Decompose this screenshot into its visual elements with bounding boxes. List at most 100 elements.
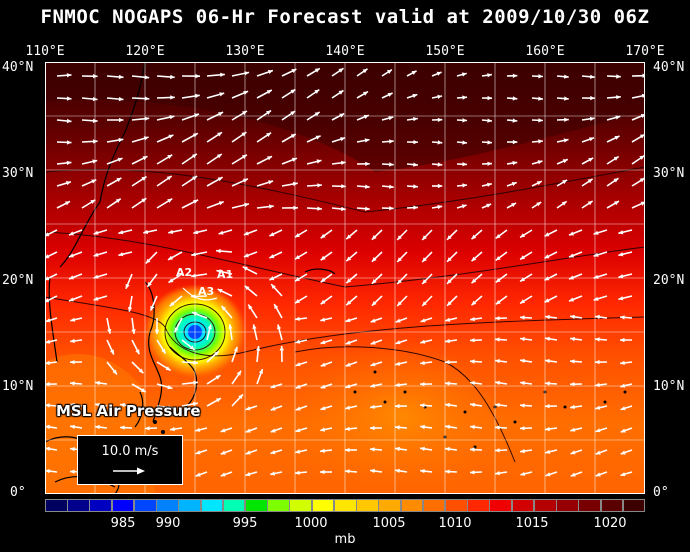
wind-arrow-head — [370, 318, 376, 323]
wind-arrow-head — [314, 112, 320, 117]
colorbar-cell — [156, 499, 179, 512]
wind-arrow-head — [290, 89, 296, 94]
wind-arrow-head — [437, 204, 443, 210]
colorbar-cell — [267, 499, 290, 512]
wind-arrow-head — [270, 406, 276, 411]
wind-arrow-head — [274, 304, 279, 309]
wind-arrow-head — [118, 74, 124, 80]
wind-arrow-head — [618, 252, 624, 257]
storm-label-a1: A1 — [217, 268, 234, 281]
wind-arrow-head — [267, 69, 273, 74]
wind-arrow-head — [140, 387, 146, 393]
wind-arrow-head — [92, 118, 98, 123]
wind-arrow-head — [495, 402, 500, 408]
wind-arrow-head — [245, 472, 251, 477]
wind-arrow-head — [143, 136, 149, 141]
wind-arrow-head — [258, 369, 263, 374]
wind-arrow-head — [495, 471, 500, 476]
wind-arrow-head — [243, 178, 248, 183]
wind-arrow-head — [216, 248, 221, 254]
latitude-label-right: 10°N — [653, 379, 685, 394]
wind-arrow-head — [364, 138, 370, 143]
wind-arrow-head — [564, 96, 569, 101]
wind-arrow-head — [538, 139, 543, 144]
wind-arrow-head — [120, 402, 125, 408]
wind-arrow-head — [495, 278, 501, 283]
wind-arrow-head — [544, 232, 550, 237]
wind-arrow-head — [471, 256, 477, 262]
wind-arrow-head — [420, 339, 426, 344]
wind-arrow-head — [362, 68, 368, 74]
wind-arrow-head — [445, 381, 450, 386]
wind-arrow-head — [144, 116, 150, 121]
colorbar-cell — [67, 499, 90, 512]
wind-arrow-head — [593, 274, 599, 279]
wind-arrow-head — [471, 234, 477, 240]
wind-arrow-head — [495, 425, 500, 430]
wind-arrow-head — [570, 314, 575, 319]
colorbar-cell — [111, 499, 135, 512]
wind-arrow-head — [640, 114, 645, 118]
wind-arrow-head — [70, 360, 75, 365]
wind-arrow-head — [195, 74, 200, 79]
wind-arrow-head — [217, 177, 223, 182]
wind-arrow-head — [346, 300, 352, 306]
wind-arrow-head — [45, 254, 50, 259]
latitude-label-right: 0° — [653, 485, 669, 500]
wind-arrow-head — [320, 427, 326, 432]
wind-arrow-head — [470, 338, 475, 343]
wind-arrow-head — [545, 426, 550, 432]
wind-arrow-head — [562, 159, 568, 164]
wind-arrow-head — [422, 235, 427, 240]
wind-arrow-head — [420, 469, 425, 474]
wind-arrow-head — [445, 338, 450, 344]
wind-arrow-head — [370, 447, 375, 452]
wind-arrow-head — [70, 402, 75, 408]
wind-arrow-head — [270, 471, 276, 476]
wind-arrow-head — [536, 181, 542, 186]
wind-arrow-head — [462, 95, 467, 100]
wind-arrow-head — [569, 231, 574, 236]
wind-arrow-head — [70, 381, 75, 386]
wind-arrow-head — [495, 337, 500, 342]
wind-arrow-head — [95, 380, 100, 386]
wind-arrow-head — [339, 113, 345, 118]
wind-arrow-head — [145, 426, 150, 431]
wind-arrow-head — [91, 179, 97, 184]
wind-arrow-head — [447, 301, 452, 306]
wind-arrow-head — [45, 232, 50, 237]
wind-arrow-head — [570, 450, 576, 455]
wind-arrow-head — [618, 230, 624, 235]
wind-arrow-head — [236, 370, 242, 376]
wind-arrow-head — [346, 234, 352, 240]
wind-arrow-head — [216, 154, 222, 159]
wind-arrow-head — [495, 358, 500, 364]
latitude-label-right: 30°N — [653, 166, 685, 181]
pressure-field-svg — [45, 62, 645, 494]
wind-vectors — [45, 67, 645, 477]
wind-arrow-head — [570, 382, 575, 387]
wind-arrow-head — [345, 384, 351, 389]
colorbar-cell — [378, 499, 402, 512]
wind-arrow-head — [562, 179, 568, 185]
wind-arrow-head — [45, 360, 50, 366]
wind-arrow-head — [195, 450, 201, 455]
wind-arrow-head — [595, 405, 601, 410]
wind-arrow-head — [620, 315, 625, 320]
wind-arrow-head — [412, 93, 418, 98]
wind-arrow-head — [118, 230, 124, 235]
wind-arrow-head — [314, 89, 320, 94]
wind-arrow-head — [545, 449, 551, 454]
wind-arrow-head — [295, 233, 300, 238]
wind-arrow-head — [545, 381, 550, 386]
wind-arrow-head — [370, 362, 376, 367]
longitude-label: 130°E — [225, 44, 265, 59]
wind-arrow-head — [520, 426, 525, 431]
wind-arrow-head — [217, 132, 222, 137]
wind-arrow-head — [397, 279, 402, 284]
wind-arrow-head — [345, 447, 350, 453]
wind-arrow-head — [241, 132, 247, 137]
wind-arrow-head — [370, 425, 375, 431]
wind-arrow-head — [245, 450, 251, 455]
wind-arrow-head — [470, 447, 475, 452]
